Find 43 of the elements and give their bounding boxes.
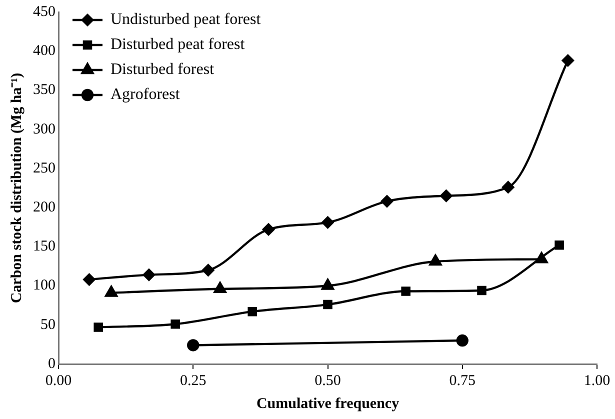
x-tick-label: 1.00 <box>584 372 610 389</box>
point <box>554 240 564 250</box>
point <box>502 181 514 194</box>
point <box>477 286 486 296</box>
legend-label: Disturbed peat forest <box>110 36 246 54</box>
y-tick-label: 300 <box>33 121 56 138</box>
point <box>214 282 226 294</box>
legend-label: Agroforest <box>110 86 180 104</box>
legend-label: Undisturbed peat forest <box>110 11 262 28</box>
y-axis-title: Carbon stock distribution (Mg ha⁻¹) <box>8 72 25 304</box>
y-tick-label: 50 <box>40 316 56 333</box>
x-axis-title: Cumulative frequency <box>256 396 400 412</box>
y-tick-label: 350 <box>33 82 56 98</box>
point <box>456 334 468 347</box>
point <box>323 300 332 310</box>
point <box>94 322 103 332</box>
x-tick-label: 0.50 <box>314 372 341 389</box>
point <box>83 273 96 286</box>
x-tick-label: 0.75 <box>449 372 476 389</box>
x-tick-label: 0.00 <box>45 372 72 389</box>
point <box>202 264 214 276</box>
point <box>248 306 257 316</box>
y-tick-label: 450 <box>33 4 56 20</box>
point <box>321 278 334 290</box>
point <box>262 223 275 236</box>
y-tick-label: 150 <box>33 238 56 255</box>
point <box>187 339 200 352</box>
point <box>104 286 118 297</box>
y-tick-label: 200 <box>33 199 56 216</box>
point <box>142 268 156 281</box>
y-tick-label: 100 <box>33 278 56 294</box>
point <box>429 254 442 266</box>
legend-label: Disturbed forest <box>110 61 215 78</box>
point <box>380 195 394 208</box>
point <box>562 54 574 67</box>
y-tick-label: 400 <box>33 43 56 60</box>
y-tick-label: 250 <box>33 160 56 176</box>
point <box>170 319 180 329</box>
point <box>401 286 410 296</box>
y-tick-label: 0 <box>48 356 56 372</box>
point <box>322 216 334 229</box>
x-tick-label: 0.25 <box>180 372 206 389</box>
point <box>440 190 452 202</box>
